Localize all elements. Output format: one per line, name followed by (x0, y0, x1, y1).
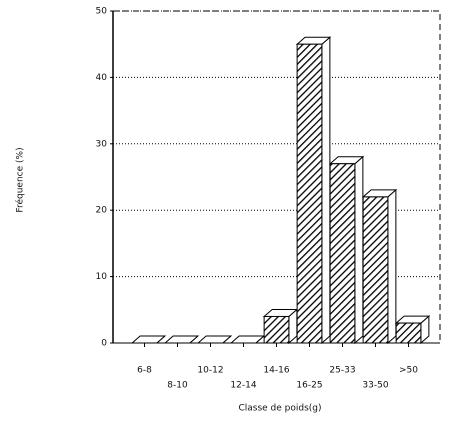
bar (329, 163, 356, 344)
bar-top (163, 335, 200, 344)
y-tick-label: 20 (96, 206, 108, 216)
bar (395, 322, 422, 344)
x-tick-label: 14-16 (263, 366, 289, 376)
y-tick-label: 30 (96, 139, 108, 149)
bar (296, 43, 323, 344)
x-tick-label: 16-25 (296, 381, 322, 391)
bar-top (196, 335, 233, 344)
bar-top (130, 335, 167, 344)
x-tick-label: 8-10 (167, 381, 188, 391)
y-tick-label: 40 (96, 73, 108, 83)
y-axis-title: Fréquence (%) (15, 147, 26, 212)
bar-side (387, 188, 397, 345)
y-tick-label: 50 (96, 7, 108, 17)
x-tick-label: 25-33 (329, 366, 355, 376)
bar-side (321, 36, 331, 345)
y-tick-label: 10 (96, 272, 108, 282)
x-tick-label: 6-8 (137, 366, 152, 376)
bar-side (354, 155, 364, 345)
x-tick-label: >50 (399, 366, 418, 376)
x-axis-title: Classe de poids(g) (238, 404, 321, 414)
bar (263, 315, 290, 344)
bar (362, 196, 389, 344)
y-tick-label: 0 (101, 339, 107, 349)
x-tick-label: 33-50 (362, 381, 388, 391)
bar-top (229, 335, 266, 344)
x-tick-label: 10-12 (197, 366, 223, 376)
x-tick-label: 12-14 (230, 381, 256, 391)
